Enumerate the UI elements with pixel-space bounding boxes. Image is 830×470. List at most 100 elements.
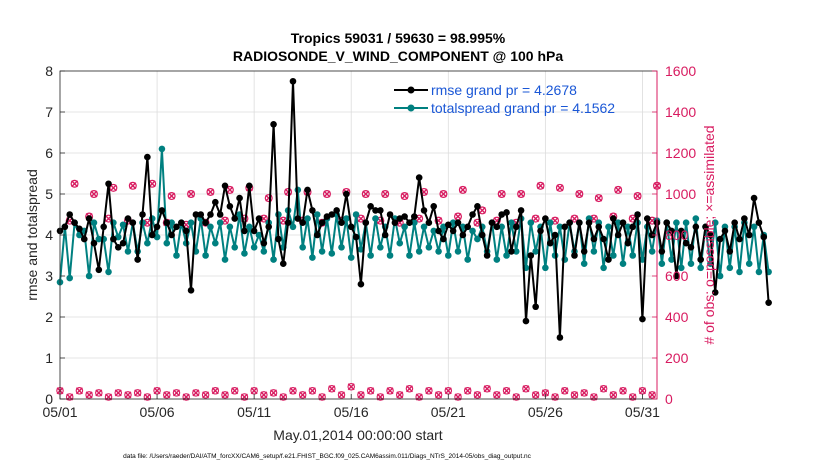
obs-assimilated-marker (90, 190, 98, 198)
rmse-point (464, 223, 472, 231)
rmse-point (289, 77, 297, 85)
totalspread-point (474, 235, 481, 243)
totalspread-point (454, 248, 462, 255)
y-right-tick-label: 1600 (665, 63, 696, 79)
totalspread-point (435, 248, 442, 255)
obs-assimilated-marker (85, 391, 93, 399)
obs-possible-marker (381, 190, 390, 199)
legend-rmse-label: rmse grand pr = 4.2678 (431, 82, 577, 98)
obs-assimilated-marker (454, 213, 462, 221)
obs-possible-marker (396, 391, 404, 399)
rmse-point (153, 223, 161, 231)
rmse-point (546, 239, 554, 247)
obs-assimilated-marker (473, 391, 481, 399)
totalspread-point (309, 254, 316, 261)
rmse-point (279, 260, 287, 268)
rmse-point (483, 252, 491, 259)
obs-assimilated-marker (250, 387, 258, 395)
obs-possible-marker (357, 391, 365, 399)
totalspread-point (542, 264, 549, 272)
totalspread-point (250, 244, 258, 251)
totalspread-point (745, 260, 753, 268)
obs-possible-marker (279, 393, 288, 401)
totalspread-point (347, 254, 355, 261)
rmse-point (168, 231, 175, 239)
totalspread-point (508, 219, 515, 226)
obs-possible-marker (192, 389, 200, 397)
rmse-point (377, 207, 384, 214)
totalspread-point (144, 239, 151, 247)
y-left-tick-label: 3 (45, 268, 53, 284)
rmse-point (391, 219, 399, 226)
obs-assimilated-marker (299, 391, 307, 399)
totalspread-point (401, 223, 408, 231)
rmse-point (702, 223, 709, 231)
obs-assimilated-marker (202, 391, 210, 399)
rmse-point (478, 231, 486, 239)
totalspread-point (619, 260, 627, 268)
rmse-point (561, 223, 569, 231)
y-right-tick-label: 400 (665, 309, 689, 325)
totalspread-point (328, 250, 336, 257)
totalspread-point (168, 219, 175, 226)
x-tick-label: 05/31 (625, 404, 660, 420)
rmse-point (488, 219, 496, 226)
rmse-point (537, 227, 544, 235)
obs-possible-marker (599, 384, 608, 393)
obs-assimilated-marker (595, 194, 603, 202)
obs-possible-marker (648, 391, 656, 399)
rmse-point (449, 227, 457, 235)
obs-assimilated-marker (575, 190, 583, 198)
obs-possible-marker (260, 391, 268, 399)
totalspread-point (697, 264, 704, 272)
rmse-point (231, 215, 239, 222)
obs-assimilated-marker (357, 391, 365, 399)
obs-possible-marker (182, 393, 190, 401)
chart-subtitle: RADIOSONDE_V_WIND_COMPONENT @ 100 hPa (233, 48, 563, 64)
totalspread-point (245, 223, 253, 231)
obs-possible-marker (264, 194, 273, 203)
obs-possible-marker (337, 391, 346, 399)
rmse-point (677, 227, 685, 235)
rmse-point (425, 219, 433, 226)
obs-possible-marker (75, 387, 84, 395)
rmse-point (129, 219, 137, 226)
obs-assimilated-marker (570, 391, 578, 399)
rmse-point (226, 203, 234, 210)
rmse-point (415, 174, 423, 181)
rmse-point (80, 235, 88, 243)
obs-possible-marker (376, 393, 385, 401)
totalspread-point (304, 215, 311, 222)
totalspread-point (658, 260, 666, 268)
y-axis-label-left: rmse and totalspread (24, 169, 40, 301)
obs-possible-marker (570, 214, 579, 223)
rmse-point (401, 213, 408, 220)
obs-possible-marker (104, 393, 113, 401)
totalspread-point (338, 244, 345, 251)
obs-assimilated-marker (231, 387, 239, 395)
obs-assimilated-marker (168, 192, 176, 200)
rmse-point (124, 215, 132, 222)
obs-possible-marker (366, 387, 375, 395)
rmse-point (163, 219, 171, 226)
rmse-point (503, 209, 510, 216)
obs-possible-marker (400, 192, 409, 201)
obs-possible-marker (206, 187, 215, 196)
totalspread-point (624, 223, 632, 231)
rmse-point (313, 231, 321, 239)
rmse-point (532, 303, 539, 311)
obs-possible-marker (187, 190, 196, 199)
obs-assimilated-marker (415, 215, 423, 223)
obs-assimilated-marker (163, 391, 171, 399)
obs-assimilated-marker (459, 186, 467, 194)
rmse-point (493, 223, 501, 231)
totalspread-point (610, 252, 617, 259)
rmse-point (707, 231, 714, 239)
obs-possible-marker (361, 190, 370, 199)
y-left-tick-label: 7 (45, 104, 53, 120)
totalspread-point (415, 248, 423, 255)
obs-assimilated-marker (143, 219, 151, 227)
obs-possible-marker (240, 393, 249, 401)
obs-assimilated-marker (289, 387, 297, 395)
obs-possible-marker (609, 391, 618, 399)
